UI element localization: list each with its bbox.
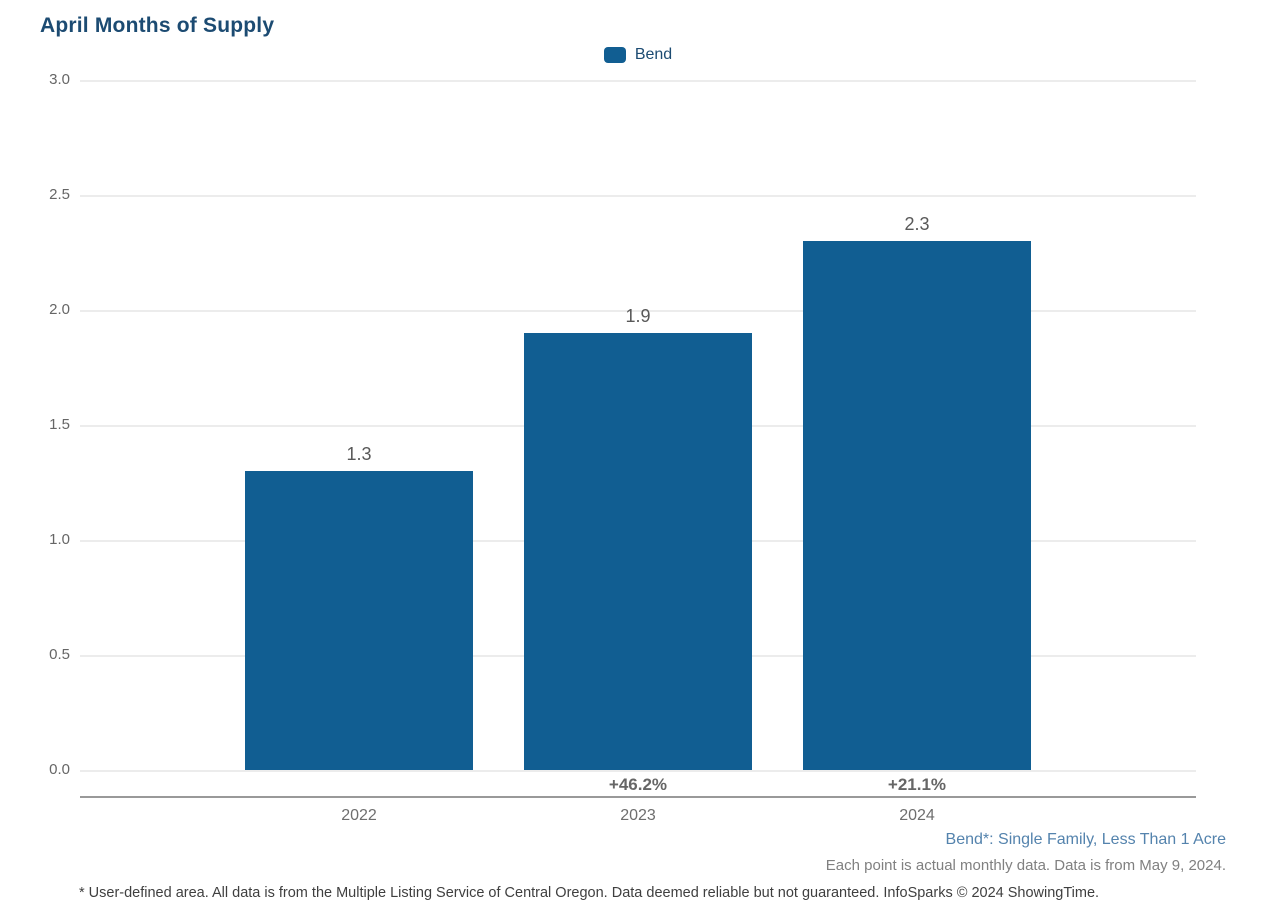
xtick-label-2024: 2024 bbox=[899, 807, 935, 824]
legend-item-bend[interactable]: Bend bbox=[603, 46, 673, 64]
ytick-label-0.0: 0.0 bbox=[49, 761, 70, 778]
bar-chart: 3.0 2.5 2.0 1.5 1.0 0.5 0.0 1.3 1.9 2.3 +46.2% +2… bbox=[49, 71, 1196, 824]
bar-2023[interactable] bbox=[524, 333, 752, 770]
gridline-2.0 bbox=[80, 310, 1196, 312]
data-as-of-note: Each point is actual monthly data. Data … bbox=[825, 857, 1226, 874]
xtick-label-2023: 2023 bbox=[620, 807, 656, 824]
ytick-label-1.5: 1.5 bbox=[49, 416, 70, 433]
ytick-label-2.0: 2.0 bbox=[49, 301, 70, 318]
bar-value-label-2022: 1.3 bbox=[346, 444, 372, 464]
ytick-label-1.0: 1.0 bbox=[49, 531, 70, 548]
ytick-label-3.0: 3.0 bbox=[49, 71, 70, 88]
x-axis-line bbox=[80, 796, 1196, 798]
legend-swatch-bend bbox=[603, 47, 626, 63]
pct-change-label-2023: +46.2% bbox=[608, 775, 668, 794]
legend-label-bend: Bend bbox=[634, 46, 673, 63]
legend: Bend bbox=[80, 46, 1196, 64]
disclaimer-note: * User-defined area. All data is from th… bbox=[79, 885, 1100, 901]
ytick-label-2.5: 2.5 bbox=[49, 186, 70, 203]
pct-change-label-2024: +21.1% bbox=[887, 775, 947, 794]
gridline-3.0 bbox=[80, 80, 1196, 82]
ytick-label-0.5: 0.5 bbox=[49, 646, 70, 663]
bar-value-label-2023: 1.9 bbox=[625, 306, 651, 326]
gridline-0.0 bbox=[80, 770, 1196, 772]
bar-value-label-2024: 2.3 bbox=[904, 214, 930, 234]
chart-title: April Months of Supply bbox=[40, 14, 275, 37]
bar-2024[interactable] bbox=[803, 241, 1031, 770]
gridline-2.5 bbox=[80, 195, 1196, 197]
bar-2022[interactable] bbox=[245, 471, 473, 770]
series-definition-note: Bend*: Single Family, Less Than 1 Acre bbox=[945, 831, 1226, 848]
xtick-label-2022: 2022 bbox=[341, 807, 377, 824]
